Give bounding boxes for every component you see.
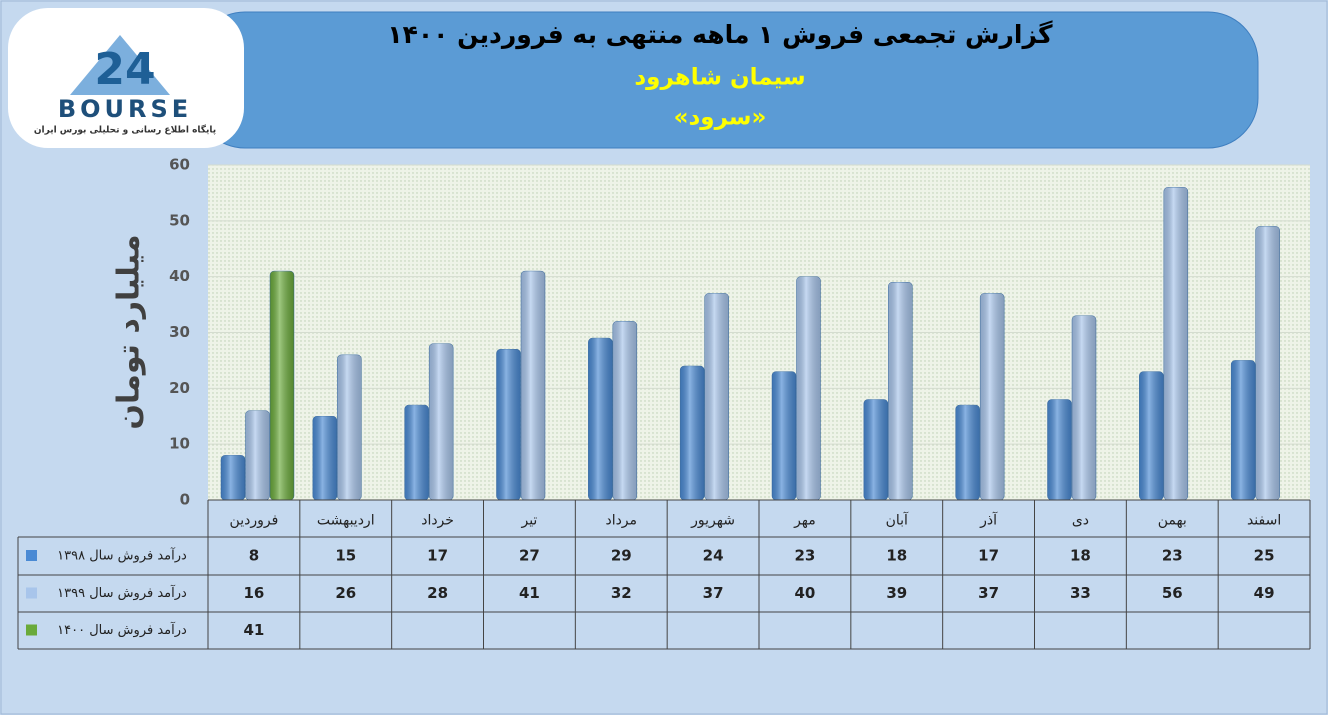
bar <box>704 293 729 501</box>
legend-label: درآمد فروش سال ۱۴۰۰ <box>57 621 187 638</box>
y-tick-label: 20 <box>169 379 190 397</box>
table-value: 37 <box>703 584 724 602</box>
table-value: 17 <box>978 547 999 565</box>
legend-label: درآمد فروش سال ۱۳۹۸ <box>57 547 187 564</box>
chart-subtitle: سیمان شاهرود <box>634 65 805 91</box>
bar <box>337 354 362 501</box>
bar <box>1255 226 1280 501</box>
bar <box>1163 187 1189 501</box>
legend-key <box>26 550 37 561</box>
legend-key <box>26 587 37 599</box>
bar <box>1071 315 1097 501</box>
table-value: 40 <box>794 584 815 602</box>
bar <box>955 404 980 501</box>
bar <box>404 404 429 501</box>
table-value: 23 <box>794 547 815 565</box>
legend-label: درآمد فروش سال ۱۳۹۹ <box>57 584 187 601</box>
x-tick-label: خرداد <box>421 513 454 529</box>
y-tick-label: 50 <box>169 211 190 229</box>
y-tick-label: 40 <box>169 267 190 285</box>
logo-mark: 24 <box>94 44 155 95</box>
x-tick-label: مهر <box>793 513 816 529</box>
bar <box>1230 360 1256 501</box>
x-tick-label: تیر <box>520 513 537 529</box>
x-tick-label: شهریور <box>690 513 735 529</box>
bar <box>496 349 521 501</box>
bar <box>269 270 295 501</box>
table-value: 37 <box>978 584 999 602</box>
table-value: 16 <box>243 584 264 602</box>
chart-subtitle2: «سرود» <box>674 105 767 131</box>
y-tick-label: 30 <box>169 323 190 341</box>
x-tick-label: آبان <box>886 512 909 529</box>
table-value: 29 <box>611 547 632 565</box>
bar <box>863 399 889 501</box>
chart-title: گزارش تجمعی فروش ۱ ماهه منتهی به فروردین… <box>387 20 1053 50</box>
y-tick-label: 0 <box>180 491 190 509</box>
table-value: 24 <box>703 547 724 565</box>
table-value: 18 <box>1070 547 1091 565</box>
x-tick-label: آذر <box>979 512 998 529</box>
table-value: 39 <box>886 584 907 602</box>
bar <box>520 270 546 501</box>
bar <box>979 293 1005 501</box>
legend-key <box>26 624 37 636</box>
table-value: 41 <box>243 621 264 639</box>
table-value: 56 <box>1162 584 1183 602</box>
table-value: 41 <box>519 584 540 602</box>
x-tick-label: اردیبهشت <box>317 513 375 529</box>
table-value: 8 <box>249 547 259 565</box>
table-value: 17 <box>427 547 448 565</box>
x-tick-label: دی <box>1072 513 1089 529</box>
x-tick-label: مرداد <box>605 513 637 529</box>
table-value: 28 <box>427 584 448 602</box>
table-value: 33 <box>1070 584 1091 602</box>
bar <box>220 455 246 501</box>
bar <box>612 321 638 501</box>
bar <box>679 365 705 501</box>
y-tick-label: 10 <box>169 435 190 453</box>
table-value: 23 <box>1162 547 1183 565</box>
bar <box>245 410 270 501</box>
x-tick-label: فروردین <box>230 513 279 529</box>
table-value: 25 <box>1254 547 1275 565</box>
table-value: 26 <box>335 584 356 602</box>
logo-name: BOURSE <box>58 95 192 123</box>
table-value: 15 <box>335 547 356 565</box>
bar <box>428 343 454 501</box>
bar <box>588 337 613 501</box>
table-value: 18 <box>886 547 907 565</box>
table-value: 27 <box>519 547 540 565</box>
bar <box>1047 399 1072 501</box>
logo-shape <box>70 35 170 95</box>
y-tick-label: 60 <box>169 156 190 174</box>
x-tick-label: بهمن <box>1158 513 1187 529</box>
table-value: 49 <box>1254 584 1275 602</box>
bar <box>1139 371 1164 501</box>
bar <box>312 416 338 501</box>
y-axis-label: میلیارد تومان <box>112 234 147 429</box>
bar <box>888 282 913 501</box>
x-tick-label: اسفند <box>1247 513 1281 529</box>
bar <box>771 371 797 501</box>
bar <box>796 276 821 501</box>
table-value: 32 <box>611 584 632 602</box>
logo-tagline: پایگاه اطلاع رسانی و تحلیلی بورس ایران <box>34 124 216 136</box>
